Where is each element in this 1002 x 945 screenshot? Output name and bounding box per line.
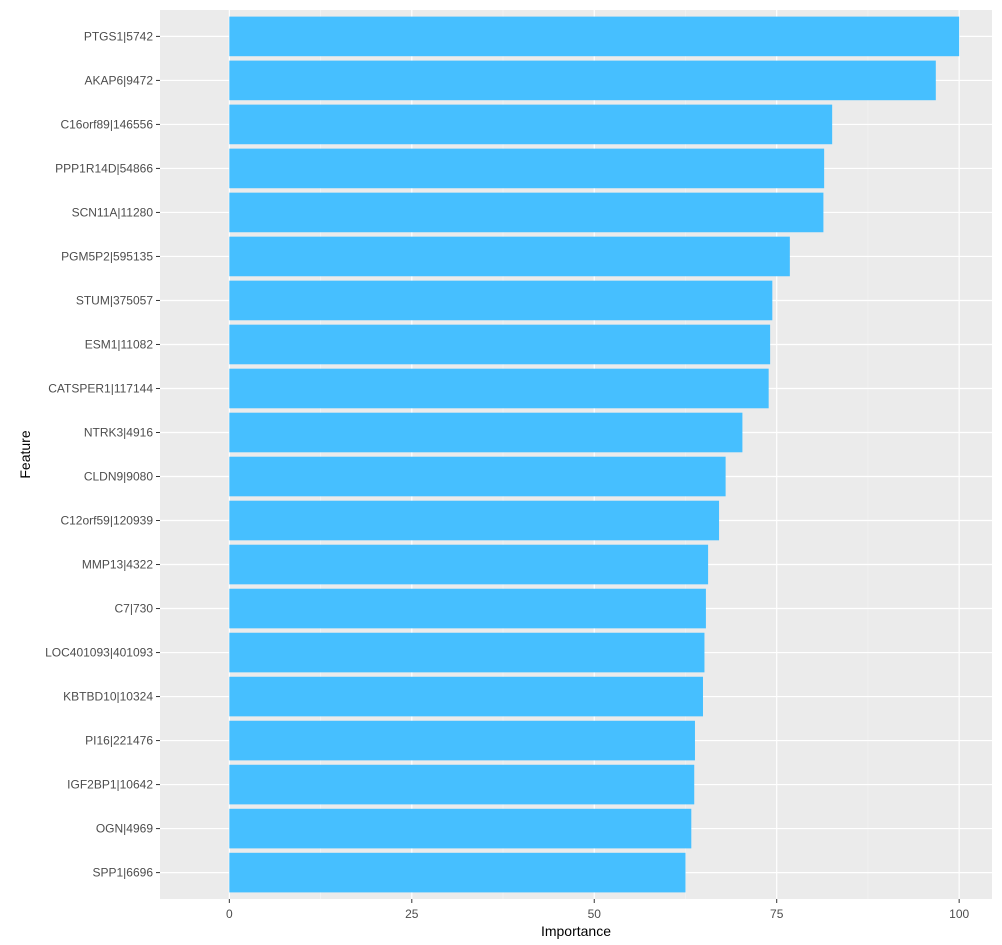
x-tick-label: 50: [588, 907, 602, 921]
y-axis: PTGS1|5742 AKAP6|9472 C16orf89|146556 PPP1R…: [45, 29, 160, 880]
y-tick-label: LOC401093|401093: [45, 646, 153, 660]
bar: [229, 236, 790, 277]
y-tick-label: PPP1R14D|54866: [55, 161, 153, 175]
bar: [229, 324, 771, 365]
bar: [229, 720, 695, 761]
y-tick-label: MMP13|4322: [82, 558, 153, 572]
x-tick-label: 25: [405, 907, 419, 921]
bar: [229, 412, 743, 453]
y-axis-title: Feature: [17, 430, 33, 478]
y-tick-label: OGN|4969: [96, 822, 153, 836]
bar: [229, 676, 703, 717]
x-axis: 0 25 50 75 100: [226, 899, 969, 921]
x-tick-label: 0: [226, 907, 233, 921]
x-tick-label: 75: [770, 907, 784, 921]
y-tick-label: KBTBD10|10324: [63, 690, 153, 704]
y-tick-label: PGM5P2|595135: [61, 249, 153, 263]
bar: [229, 500, 720, 541]
y-tick-label: SCN11A|11280: [72, 205, 154, 219]
y-tick-label: C16orf89|146556: [60, 117, 153, 131]
bar: [229, 764, 695, 805]
y-tick-label: C7|730: [115, 602, 154, 616]
bar: [229, 456, 726, 497]
bar: [229, 808, 692, 849]
bar: [229, 16, 960, 57]
bar: [229, 104, 833, 145]
x-tick-label: 100: [949, 907, 969, 921]
y-tick-label: CLDN9|9080: [84, 470, 153, 484]
bar: [229, 588, 706, 629]
bar: [229, 852, 686, 893]
y-tick-label: NTRK3|4916: [84, 425, 153, 439]
y-tick-label: PI16|221476: [85, 734, 153, 748]
y-tick-label: IGF2BP1|10642: [67, 778, 153, 792]
bars: [229, 16, 960, 893]
bar: [229, 368, 769, 409]
x-axis-title: Importance: [541, 923, 611, 939]
y-tick-label: ESM1|11082: [85, 337, 154, 351]
bar: [229, 148, 825, 189]
y-tick-label: STUM|375057: [76, 293, 153, 307]
y-tick-label: AKAP6|9472: [84, 73, 153, 87]
bar: [229, 280, 773, 321]
y-tick-label: PTGS1|5742: [84, 29, 153, 43]
bar: [229, 544, 709, 585]
bar: [229, 192, 824, 233]
y-tick-label: CATSPER1|117144: [48, 381, 153, 395]
bar: [229, 632, 705, 673]
bar: [229, 60, 936, 101]
y-tick-label: C12orf59|120939: [60, 514, 153, 528]
y-tick-label: SPP1|6696: [93, 866, 154, 880]
